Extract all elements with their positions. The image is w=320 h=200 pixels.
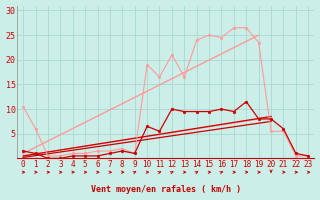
X-axis label: Vent moyen/en rafales ( km/h ): Vent moyen/en rafales ( km/h ) <box>91 185 241 194</box>
